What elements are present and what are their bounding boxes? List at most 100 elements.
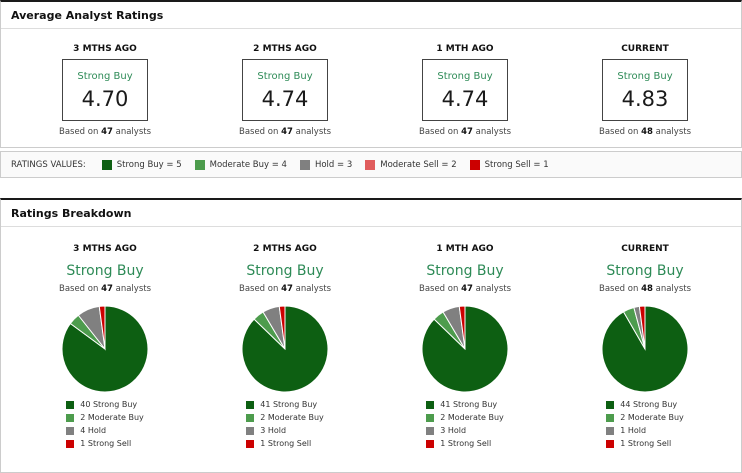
period-label: 1 MTH AGO xyxy=(436,44,494,54)
based-prefix: Based on xyxy=(58,127,99,137)
pie-chart xyxy=(601,305,689,393)
analyst-count: 47 xyxy=(101,284,113,294)
average-rating-column: CURRENT Strong Buy 4.83 Based on 48 anal… xyxy=(555,44,735,137)
legend-label: 2 Moderate Buy xyxy=(80,413,144,422)
pie-legend-row: 40 Strong Buy xyxy=(66,400,144,409)
based-prefix: Based on xyxy=(598,127,639,137)
based-on-text: Based on 47 analysts xyxy=(375,127,555,137)
based-on-text: Based on 47 analysts xyxy=(195,284,375,294)
period-label: 3 MTHS AGO xyxy=(73,44,137,54)
legend-color-swatch xyxy=(66,439,75,448)
based-prefix: Based on xyxy=(238,127,279,137)
based-prefix: Based on xyxy=(418,284,459,294)
pie-chart xyxy=(61,305,149,393)
ratings-legend-item: Moderate Buy = 4 xyxy=(194,159,287,170)
period-label: 2 MTHS AGO xyxy=(253,44,317,54)
average-ratings-title: Average Analyst Ratings xyxy=(1,2,741,29)
pie-legend-row: 2 Moderate Buy xyxy=(246,413,324,422)
legend-color-swatch xyxy=(246,439,255,448)
legend-color-swatch xyxy=(66,413,75,422)
rating-value: 4.70 xyxy=(81,86,129,111)
rating-label: Strong Buy xyxy=(606,263,684,279)
period-label: 2 MTHS AGO xyxy=(253,244,317,254)
average-rating-column: 3 MTHS AGO Strong Buy 4.70 Based on 47 a… xyxy=(15,44,195,137)
pie-legend-row: 2 Moderate Buy xyxy=(606,413,684,422)
legend-label: Hold = 3 xyxy=(314,159,353,170)
legend-color-swatch xyxy=(66,426,75,435)
based-suffix: analysts xyxy=(655,127,692,137)
ratings-legend-item: Hold = 3 xyxy=(299,159,353,170)
legend-label: 2 Moderate Buy xyxy=(440,413,504,422)
based-prefix: Based on xyxy=(418,127,459,137)
rating-box: Strong Buy 4.70 xyxy=(62,59,148,121)
legend-color-swatch xyxy=(246,413,255,422)
rating-label: Strong Buy xyxy=(246,263,324,279)
analyst-count: 47 xyxy=(461,284,473,294)
section-spacer xyxy=(0,178,742,198)
based-prefix: Based on xyxy=(238,284,279,294)
legend-label: 3 Hold xyxy=(260,426,287,435)
based-on-text: Based on 47 analysts xyxy=(375,284,555,294)
legend-color-swatch xyxy=(606,413,615,422)
analyst-count: 47 xyxy=(461,127,473,137)
analyst-count: 47 xyxy=(281,127,293,137)
ratings-breakdown-panel: Ratings Breakdown 3 MTHS AGO Strong Buy … xyxy=(0,198,742,473)
pie-legend-row: 3 Hold xyxy=(426,426,504,435)
legend-label: 4 Hold xyxy=(80,426,107,435)
legend-label: 1 Hold xyxy=(620,426,647,435)
pie-legend: 41 Strong Buy 2 Moderate Buy 3 Hold 1 St… xyxy=(426,400,504,452)
pie-legend: 41 Strong Buy 2 Moderate Buy 3 Hold 1 St… xyxy=(246,400,324,452)
rating-label: Strong Buy xyxy=(257,70,313,82)
ratings-legend-item: Strong Buy = 5 xyxy=(101,159,182,170)
period-label: 3 MTHS AGO xyxy=(73,244,137,254)
legend-color-swatch xyxy=(66,400,75,409)
based-on-text: Based on 48 analysts xyxy=(555,127,735,137)
rating-value: 4.74 xyxy=(441,86,489,111)
analyst-count: 47 xyxy=(281,284,293,294)
period-label: 1 MTH AGO xyxy=(436,244,494,254)
breakdown-column: 2 MTHS AGO Strong Buy Based on 47 analys… xyxy=(195,244,375,452)
average-rating-column: 2 MTHS AGO Strong Buy 4.74 Based on 47 a… xyxy=(195,44,375,137)
average-rating-column: 1 MTH AGO Strong Buy 4.74 Based on 47 an… xyxy=(375,44,555,137)
legend-label: Strong Sell = 1 xyxy=(484,159,549,170)
legend-label: 1 Strong Sell xyxy=(440,439,492,448)
rating-label: Strong Buy xyxy=(426,263,504,279)
legend-color-swatch xyxy=(194,159,205,170)
rating-value: 4.74 xyxy=(261,86,309,111)
legend-color-swatch xyxy=(606,426,615,435)
legend-color-swatch xyxy=(246,426,255,435)
based-suffix: analysts xyxy=(295,284,332,294)
analyst-count: 48 xyxy=(641,127,653,137)
legend-color-swatch xyxy=(426,439,435,448)
pie-legend-row: 44 Strong Buy xyxy=(606,400,684,409)
breakdown-column: 3 MTHS AGO Strong Buy Based on 47 analys… xyxy=(15,244,195,452)
pie-legend-row: 1 Hold xyxy=(606,426,684,435)
pie-legend: 44 Strong Buy 2 Moderate Buy 1 Hold 1 St… xyxy=(606,400,684,452)
legend-color-swatch xyxy=(606,400,615,409)
based-suffix: analysts xyxy=(475,284,512,294)
legend-label: Moderate Buy = 4 xyxy=(209,159,287,170)
legend-color-swatch xyxy=(101,159,112,170)
based-prefix: Based on xyxy=(598,284,639,294)
rating-label: Strong Buy xyxy=(77,70,133,82)
ratings-legend-item: Moderate Sell = 2 xyxy=(365,159,457,170)
legend-label: 3 Hold xyxy=(440,426,467,435)
legend-color-swatch xyxy=(426,426,435,435)
ratings-breakdown-content: 3 MTHS AGO Strong Buy Based on 47 analys… xyxy=(1,227,741,472)
average-ratings-content: 3 MTHS AGO Strong Buy 4.70 Based on 47 a… xyxy=(1,29,741,147)
legend-color-swatch xyxy=(426,413,435,422)
legend-label: Strong Buy = 5 xyxy=(116,159,182,170)
legend-color-swatch xyxy=(299,159,310,170)
rating-box: Strong Buy 4.74 xyxy=(422,59,508,121)
breakdown-column: 1 MTH AGO Strong Buy Based on 47 analyst… xyxy=(375,244,555,452)
ratings-values-bar: RATINGS VALUES: Strong Buy = 5 Moderate … xyxy=(0,151,742,178)
rating-label: Strong Buy xyxy=(437,70,493,82)
pie-legend-row: 41 Strong Buy xyxy=(426,400,504,409)
period-label: CURRENT xyxy=(621,244,669,254)
legend-label: 1 Strong Sell xyxy=(620,439,672,448)
pie-legend-row: 2 Moderate Buy xyxy=(426,413,504,422)
pie-legend-row: 1 Strong Sell xyxy=(606,439,684,448)
pie-legend-row: 41 Strong Buy xyxy=(246,400,324,409)
analyst-count: 48 xyxy=(641,284,653,294)
based-suffix: analysts xyxy=(115,127,152,137)
